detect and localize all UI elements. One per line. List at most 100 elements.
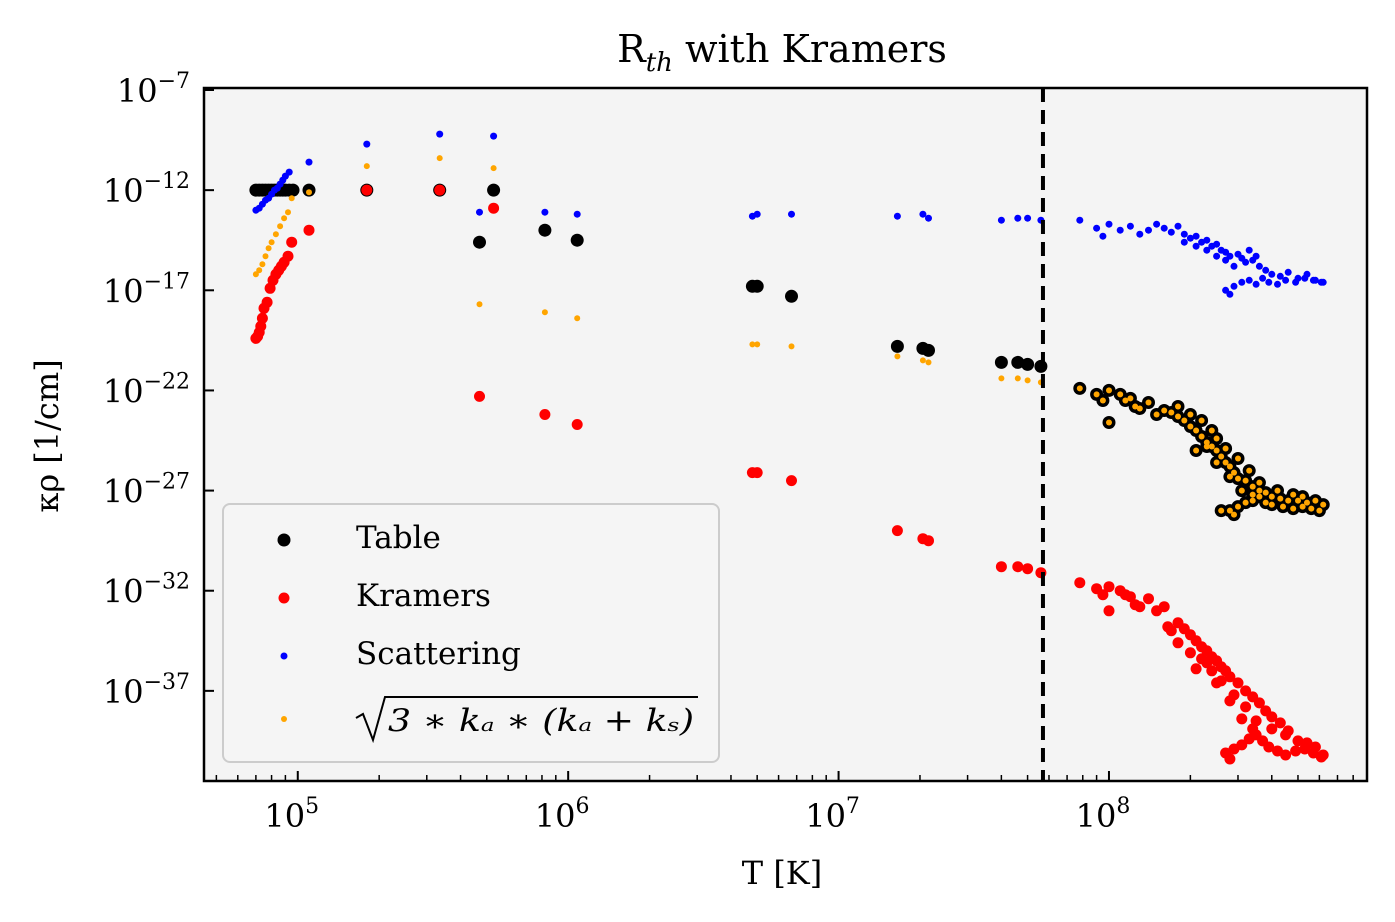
point-combined bbox=[363, 163, 370, 170]
point-combined bbox=[1246, 467, 1253, 474]
point-table bbox=[1011, 355, 1025, 369]
point-combined bbox=[1226, 463, 1233, 470]
point-combined bbox=[925, 359, 932, 366]
point-scattering bbox=[997, 216, 1005, 224]
point-combined bbox=[998, 375, 1005, 382]
point-combined bbox=[1274, 487, 1281, 494]
y-tick-label: 10−7 bbox=[117, 69, 190, 110]
point-scattering bbox=[305, 158, 313, 166]
point-combined bbox=[256, 267, 263, 274]
point-combined bbox=[1106, 419, 1112, 426]
point-kramers bbox=[1184, 647, 1196, 659]
point-combined bbox=[1076, 385, 1083, 392]
point-combined bbox=[1299, 503, 1306, 510]
point-kramers bbox=[303, 224, 315, 236]
point-scattering bbox=[1099, 232, 1107, 240]
point-scattering bbox=[363, 140, 371, 148]
y-tick-label: 10−27 bbox=[103, 470, 190, 511]
point-combined bbox=[1231, 469, 1237, 476]
point-kramers bbox=[1280, 749, 1292, 761]
point-scattering bbox=[1309, 276, 1317, 284]
point-scattering bbox=[1238, 254, 1246, 262]
point-combined bbox=[1187, 423, 1194, 430]
point-kramers bbox=[286, 236, 298, 248]
point-kramers bbox=[1158, 601, 1170, 613]
legend-label-combined: 3 ∗ kₐ ∗ (kₐ + kₛ) bbox=[388, 703, 694, 739]
x-tick-label: 105 bbox=[264, 794, 319, 835]
point-combined bbox=[1208, 427, 1215, 434]
point-kramers bbox=[1103, 581, 1115, 593]
point-kramers bbox=[1211, 677, 1223, 689]
point-scattering bbox=[753, 210, 761, 218]
point-kramers bbox=[1201, 657, 1213, 669]
point-combined bbox=[1127, 395, 1134, 402]
point-combined bbox=[1262, 499, 1269, 506]
chart-title: Rth with Kramers bbox=[617, 27, 947, 78]
point-combined bbox=[1320, 501, 1327, 508]
point-kramers bbox=[1299, 743, 1311, 755]
point-combined bbox=[1295, 497, 1301, 504]
point-combined bbox=[1235, 455, 1241, 462]
point-kramers bbox=[1266, 711, 1278, 723]
point-scattering bbox=[1145, 226, 1152, 234]
point-combined bbox=[1193, 447, 1200, 454]
sqrt-radical-icon bbox=[355, 696, 698, 744]
point-scattering bbox=[1126, 222, 1134, 230]
point-kramers bbox=[1124, 591, 1136, 603]
series-kramers bbox=[250, 184, 1329, 765]
y-axis-label: κρ [1/cm] bbox=[28, 359, 66, 512]
point-kramers bbox=[1134, 601, 1146, 613]
point-kramers bbox=[786, 475, 797, 487]
point-kramers bbox=[256, 312, 268, 324]
point-combined bbox=[1145, 399, 1152, 406]
legend-label-kramers: Kramers bbox=[356, 578, 491, 614]
legend-label-table: Table bbox=[356, 520, 441, 556]
point-scattering bbox=[1245, 276, 1253, 284]
y-tick-label: 10−12 bbox=[103, 169, 190, 210]
point-combined bbox=[1213, 447, 1220, 454]
y-tick-label: 10−37 bbox=[103, 670, 190, 711]
point-combined bbox=[277, 223, 284, 230]
point-combined bbox=[1268, 501, 1275, 508]
point-combined bbox=[1242, 499, 1249, 506]
point-table bbox=[750, 279, 764, 293]
point-kramers bbox=[1224, 753, 1236, 765]
point-combined bbox=[1280, 503, 1286, 510]
point-scattering bbox=[1265, 278, 1273, 286]
point-scattering bbox=[1153, 220, 1161, 228]
point-kramers bbox=[1143, 593, 1154, 605]
point-scattering bbox=[1259, 274, 1267, 282]
point-combined bbox=[749, 341, 756, 348]
legend-marker-kramers bbox=[278, 592, 290, 604]
point-combined bbox=[1208, 443, 1215, 450]
point-kramers bbox=[1206, 665, 1218, 677]
point-combined bbox=[1304, 499, 1310, 506]
plot-frame bbox=[202, 86, 1369, 783]
point-combined bbox=[1256, 493, 1263, 500]
point-combined bbox=[754, 341, 761, 348]
point-kramers bbox=[1266, 723, 1278, 735]
point-kramers bbox=[1292, 735, 1304, 747]
point-table bbox=[286, 183, 300, 197]
point-combined bbox=[1235, 503, 1241, 510]
point-kramers bbox=[539, 409, 551, 420]
point-kramers bbox=[1232, 677, 1244, 689]
point-combined bbox=[1153, 411, 1160, 418]
point-scattering bbox=[1274, 280, 1281, 288]
point-kramers bbox=[361, 184, 373, 196]
point-scattering bbox=[1192, 232, 1200, 240]
point-kramers bbox=[488, 202, 500, 214]
point-scattering bbox=[476, 208, 483, 216]
point-combined bbox=[1312, 497, 1319, 504]
point-kramers bbox=[474, 390, 485, 402]
point-combined bbox=[259, 261, 266, 268]
point-scattering bbox=[1203, 246, 1211, 254]
point-scattering bbox=[1167, 228, 1175, 236]
point-kramers bbox=[1022, 563, 1034, 575]
point-kramers bbox=[891, 525, 903, 537]
point-combined bbox=[1249, 497, 1256, 504]
point-scattering bbox=[1268, 270, 1276, 278]
legend: Table Kramers Scattering 3 ∗ kₐ ∗ (kₐ + … bbox=[222, 503, 720, 763]
point-combined bbox=[1093, 391, 1100, 398]
point-scattering bbox=[1282, 276, 1290, 284]
